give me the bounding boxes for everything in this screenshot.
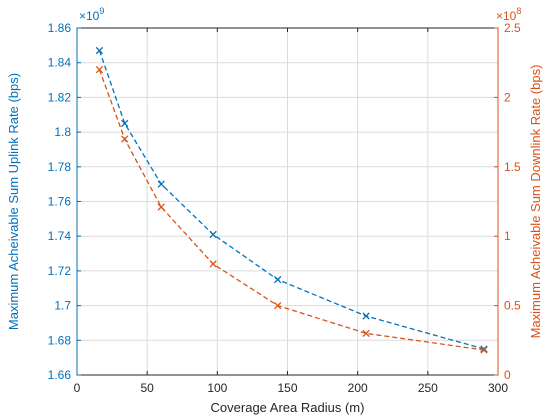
left-y-tick-label: 1.82 — [48, 90, 72, 104]
left-series-point — [362, 312, 370, 320]
right-series-point — [209, 260, 217, 268]
left-y-tick-label: 1.68 — [48, 333, 72, 347]
x-tick-label: 150 — [277, 381, 297, 395]
x-tick-label: 0 — [74, 381, 81, 395]
left-y-tick-label: 1.7 — [54, 299, 71, 313]
left-series-point — [480, 345, 488, 353]
x-tick-label: 50 — [140, 381, 154, 395]
left-series-point — [95, 46, 104, 55]
left-y-tick-label: 1.76 — [48, 195, 72, 209]
left-y-tick-label: 1.74 — [48, 229, 72, 243]
right-y-tick-label: 2.5 — [504, 21, 521, 35]
right-series-point — [362, 329, 370, 338]
left-axis-exponent: ×109 — [79, 6, 104, 23]
left-series-point — [157, 180, 165, 188]
series-layer — [95, 46, 488, 354]
right-y-tick-label: 0 — [504, 368, 511, 382]
left-series-point — [274, 275, 282, 284]
left-y-axis-label: Maximum Acheivable Sum Uplink Rate (bps) — [6, 73, 21, 330]
right-series-line — [98, 69, 485, 351]
right-y-tick-label: 0.5 — [504, 299, 521, 313]
left-series-point — [209, 230, 217, 239]
x-tick-label: 250 — [418, 381, 438, 395]
right-y-tick-label: 1.5 — [504, 160, 521, 174]
left-y-tick-label: 1.72 — [48, 264, 72, 278]
left-series-line — [98, 50, 485, 350]
left-y-tick-label: 1.8 — [54, 125, 71, 139]
right-series-point — [480, 346, 488, 354]
right-axis-exponent: ×108 — [496, 6, 521, 23]
ticks: 0 50 100 150 200 250 300 1.66 1.68 1.7 1.72 1.74 1.7… — [48, 21, 521, 395]
left-y-tick-label: 1.78 — [48, 160, 72, 174]
x-tick-label: 300 — [488, 381, 508, 395]
x-tick-label: 200 — [348, 381, 368, 395]
right-series-point — [121, 135, 129, 143]
left-y-tick-label: 1.84 — [48, 56, 72, 70]
x-axis-label: Coverage Area Radius (m) — [211, 400, 365, 415]
right-series-point — [157, 203, 165, 211]
right-series-point — [95, 65, 104, 74]
left-y-tick-label: 1.86 — [48, 21, 72, 35]
left-y-tick-label: 1.66 — [48, 368, 72, 382]
right-y-tick-label: 1 — [504, 229, 511, 243]
left-series-point — [121, 119, 129, 128]
right-y-axis-label: Maximum Acheivable Sum Downlink Rate (bp… — [528, 65, 543, 339]
right-series-point — [274, 301, 282, 310]
x-tick-label: 100 — [207, 381, 227, 395]
grid-lines — [76, 27, 499, 376]
right-y-tick-label: 2 — [504, 90, 511, 104]
